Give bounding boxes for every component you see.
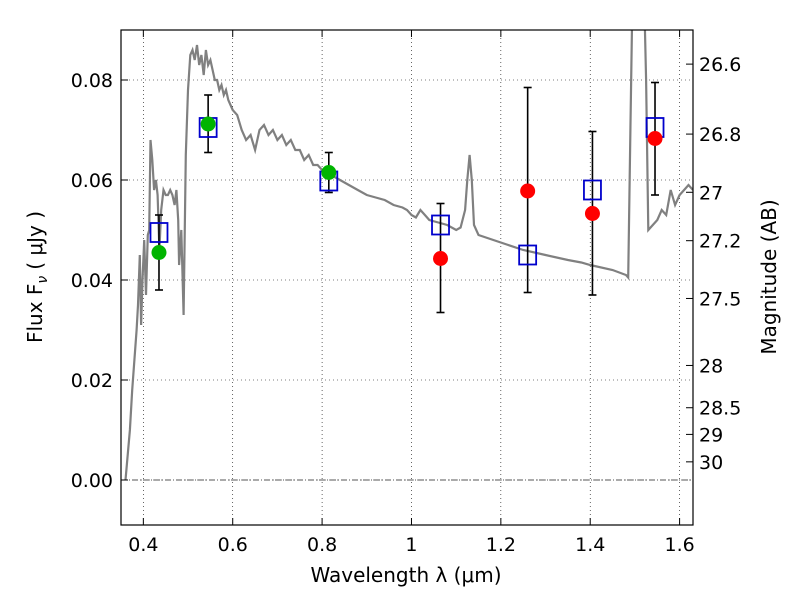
y-axis-label: Flux Fν ( μJy ): [23, 211, 51, 343]
x-tick-label: 1.2: [486, 534, 516, 556]
low-sn-points: [433, 131, 663, 266]
spectrum-line: [124, 30, 693, 481]
magnitude-axis-ticks: 26.6 26.8 27 27.2 27.5 28 28.5 29 30: [686, 54, 741, 474]
y-tick-label: 0.06: [71, 170, 113, 192]
magnitude-tick-label: 30: [699, 452, 723, 474]
model-photometry-square: [518, 244, 538, 266]
detection-point: [151, 245, 167, 260]
y-tick-label: 0.04: [71, 270, 113, 292]
low-sn-point: [647, 131, 663, 146]
x-tick-label: 0.8: [307, 534, 337, 556]
x-tick-label: 1.4: [575, 534, 605, 556]
y-tick-label: 0.08: [71, 70, 113, 92]
x-tick-label: 1: [405, 534, 417, 556]
y-axis-label-subscript: ν: [35, 276, 51, 284]
x-tick-label: 0.4: [128, 534, 158, 556]
x-tick-label: 0.6: [218, 534, 248, 556]
model-photometry-square: [149, 222, 169, 243]
model-photometry-square: [583, 179, 602, 201]
magnitude-tick-label: 26.8: [699, 124, 741, 146]
magnitude-tick-label: 27: [699, 182, 723, 204]
magnitude-tick-label: 28: [699, 355, 723, 377]
y-tick-label: 0.00: [71, 470, 113, 492]
detections: [151, 116, 337, 260]
low-sn-point: [584, 206, 600, 221]
x-axis-label: Wavelength λ (μm): [310, 563, 501, 587]
plot-area: [120, 29, 694, 526]
magnitude-tick-label: 29: [699, 424, 723, 446]
detection-point: [200, 116, 216, 132]
magnitude-axis-label: Magnitude (AB): [757, 199, 781, 354]
magnitude-tick-label: 27.5: [699, 288, 741, 310]
y-tick-label: 0.02: [71, 370, 113, 392]
y-axis-ticks: 0.00 0.02 0.04 0.06 0.08: [71, 70, 128, 492]
low-sn-point: [520, 183, 536, 199]
model-spectrum: [124, 30, 693, 481]
magnitude-tick-label: 27.2: [699, 231, 741, 253]
model-photometry-square: [431, 214, 450, 236]
x-axis-ticks: 0.4 0.6 0.8 1 1.2 1.4 1.6: [128, 30, 695, 556]
y-axis-label-main: Flux F: [23, 284, 47, 343]
detection-point: [321, 165, 337, 180]
y-axis-label-unit: ( μJy ): [23, 211, 47, 270]
plot-frame: [120, 29, 694, 526]
magnitude-tick-label: 26.6: [699, 54, 741, 76]
x-tick-label: 1.6: [664, 534, 694, 556]
low-sn-point: [433, 251, 449, 266]
magnitude-tick-label: 28.5: [699, 398, 741, 420]
plot-background: [121, 30, 693, 525]
